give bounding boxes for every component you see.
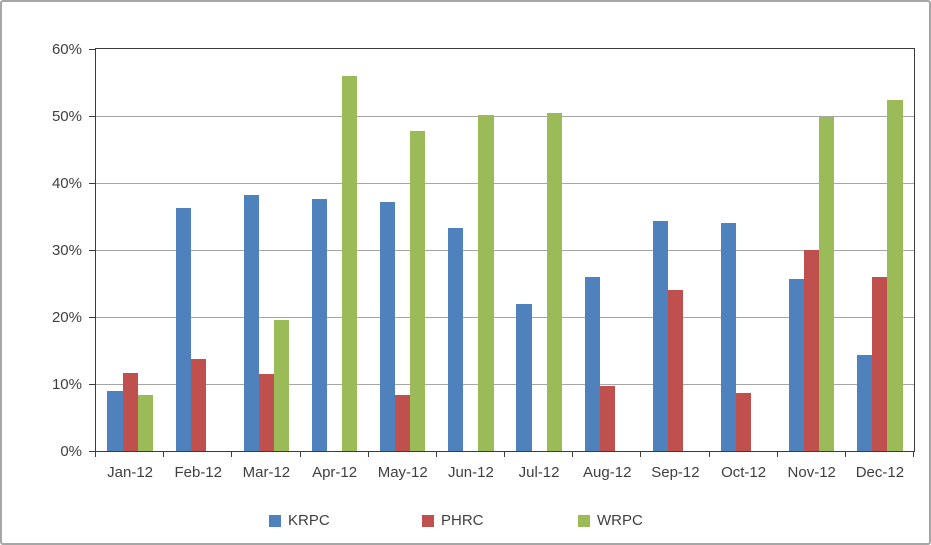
x-axis-tick xyxy=(504,452,505,457)
bar-wrpc-may-12 xyxy=(410,130,426,451)
x-axis-label-feb-12: Feb-12 xyxy=(174,464,222,481)
bar-krpc-aug-12 xyxy=(584,277,600,451)
bar-wrpc-jul-12 xyxy=(546,113,562,451)
bar-phrc-dec-12 xyxy=(872,276,888,451)
bar-krpc-jun-12 xyxy=(448,227,464,451)
bar-wrpc-jan-12 xyxy=(137,394,153,451)
x-axis-label-mar-12: Mar-12 xyxy=(242,464,291,481)
y-axis-label-60: 60% xyxy=(51,41,82,58)
bar-krpc-nov-12 xyxy=(789,278,805,451)
plot-area xyxy=(95,48,915,452)
x-axis-tick xyxy=(640,452,642,457)
x-axis-tick xyxy=(299,452,301,457)
legend-swatch-phrc xyxy=(422,514,434,527)
gridline-30 xyxy=(96,250,914,251)
y-axis-label-50: 50% xyxy=(51,108,82,125)
bar-wrpc-mar-12 xyxy=(273,319,290,451)
y-axis-tick-30 xyxy=(89,250,95,251)
bar-phrc-oct-12 xyxy=(736,392,752,451)
bar-krpc-dec-12 xyxy=(857,355,873,451)
x-axis-label-jun-12: Jun-12 xyxy=(447,464,494,481)
bar-phrc-sep-12 xyxy=(667,289,683,451)
y-axis-tick-0 xyxy=(89,451,95,452)
bar-wrpc-apr-12 xyxy=(342,75,358,451)
bar-krpc-oct-12 xyxy=(720,222,736,451)
gridline-50 xyxy=(96,116,914,117)
x-axis-label-oct-12: Oct-12 xyxy=(721,464,767,481)
x-axis-tick xyxy=(435,452,437,457)
x-axis-label-nov-12: Nov-12 xyxy=(787,464,836,481)
gridline-10 xyxy=(96,384,914,385)
bar-wrpc-nov-12 xyxy=(819,116,835,451)
legend-entry-krpc: KRPC xyxy=(269,512,330,529)
x-axis-tick xyxy=(367,452,369,457)
legend-swatch-wrpc xyxy=(578,514,590,527)
legend-label-wrpc: WRPC xyxy=(597,512,643,529)
bar-krpc-may-12 xyxy=(380,201,396,451)
legend-label-krpc: KRPC xyxy=(288,512,330,529)
x-axis-tick xyxy=(844,452,846,457)
x-axis-tick xyxy=(163,452,165,457)
legend-label-phrc: PHRC xyxy=(441,512,484,529)
y-axis-label-10: 10% xyxy=(51,376,82,393)
x-axis-label-may-12: May-12 xyxy=(377,464,428,481)
x-axis-label-sep-12: Sep-12 xyxy=(651,464,700,481)
y-axis-label-40: 40% xyxy=(51,175,82,192)
legend-entry-wrpc: WRPC xyxy=(578,512,643,529)
x-axis-label-jul-12: Jul-12 xyxy=(518,464,560,481)
bar-krpc-mar-12 xyxy=(243,195,259,451)
gridline-20 xyxy=(96,317,914,318)
bar-krpc-feb-12 xyxy=(175,207,191,451)
legend-entry-phrc: PHRC xyxy=(422,512,484,529)
bar-phrc-mar-12 xyxy=(258,373,274,451)
x-axis-tick xyxy=(708,452,710,457)
x-axis-label-apr-12: Apr-12 xyxy=(312,464,358,481)
bar-krpc-sep-12 xyxy=(652,221,668,451)
x-axis-tick xyxy=(95,452,96,457)
bar-krpc-apr-12 xyxy=(311,199,327,451)
gridline-40 xyxy=(96,183,914,184)
x-axis-tick xyxy=(572,452,574,457)
x-axis-label-aug-12: Aug-12 xyxy=(583,464,632,481)
bar-wrpc-dec-12 xyxy=(887,99,903,451)
bar-phrc-jan-12 xyxy=(122,372,138,451)
bar-phrc-feb-12 xyxy=(190,359,206,451)
bar-krpc-jan-12 xyxy=(107,390,123,451)
y-axis-label-30: 30% xyxy=(51,242,82,259)
y-axis-tick-40 xyxy=(89,183,95,184)
bar-wrpc-jun-12 xyxy=(478,114,494,451)
bar-krpc-jul-12 xyxy=(516,304,532,451)
x-axis-tick xyxy=(231,452,233,457)
x-axis-tick xyxy=(913,452,914,457)
bar-phrc-nov-12 xyxy=(804,250,820,451)
bar-phrc-may-12 xyxy=(395,394,411,451)
bar-phrc-aug-12 xyxy=(599,386,615,451)
x-axis-label-dec-12: Dec-12 xyxy=(855,464,905,481)
legend-swatch-krpc xyxy=(269,514,281,527)
x-axis-label-jan-12: Jan-12 xyxy=(107,464,154,481)
y-axis-label-20: 20% xyxy=(51,309,82,326)
y-axis-tick-60 xyxy=(89,49,95,50)
y-axis-tick-50 xyxy=(89,116,95,117)
y-axis-tick-10 xyxy=(89,384,95,385)
y-axis-label-0: 0% xyxy=(60,443,82,460)
y-axis-tick-20 xyxy=(89,317,95,318)
x-axis-tick xyxy=(776,452,778,457)
